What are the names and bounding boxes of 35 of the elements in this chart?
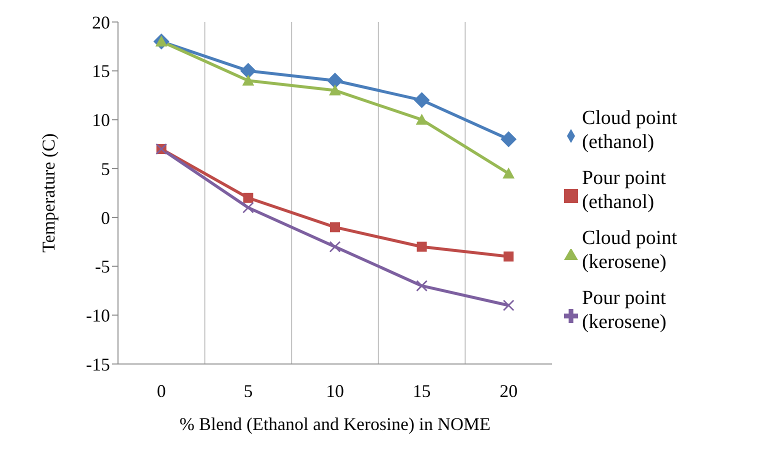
point bbox=[242, 202, 254, 214]
x-tick-label: 20 bbox=[500, 380, 518, 401]
y-tick-label: -10 bbox=[86, 306, 110, 326]
y-tick-label: -15 bbox=[86, 354, 110, 374]
legend-label: Cloud point (ethanol) bbox=[582, 106, 678, 154]
point bbox=[502, 300, 514, 312]
legend-label: Pour point (kerosene) bbox=[582, 286, 668, 334]
point bbox=[416, 242, 427, 252]
legend-label: Cloud point (kerosene) bbox=[582, 226, 678, 274]
legend-label: Pour point (ethanol) bbox=[582, 166, 667, 214]
y-tick-label: 0 bbox=[101, 208, 110, 228]
point bbox=[416, 114, 428, 125]
x-axis-title: % Blend (Ethanol and Kerosine) in NOME bbox=[180, 414, 490, 434]
point bbox=[329, 240, 341, 252]
x-tick-label: 15 bbox=[412, 380, 431, 401]
point bbox=[242, 74, 254, 86]
y-tick-label: 15 bbox=[92, 61, 110, 82]
x-tick-label: 0 bbox=[156, 380, 166, 401]
y-tick-label: 20 bbox=[92, 12, 110, 32]
point bbox=[502, 167, 515, 178]
point bbox=[329, 84, 341, 96]
x-tick-label: 10 bbox=[326, 380, 344, 401]
y-axis-title: Temperature (C) bbox=[38, 133, 58, 253]
point bbox=[240, 62, 256, 79]
y-tick-label: -5 bbox=[95, 256, 110, 277]
y-tick-label: 10 bbox=[92, 110, 110, 130]
x-tick-label: 5 bbox=[244, 380, 253, 401]
point bbox=[327, 72, 343, 89]
point bbox=[330, 222, 340, 232]
point bbox=[416, 280, 428, 292]
point bbox=[243, 192, 254, 203]
point bbox=[504, 252, 514, 262]
point bbox=[414, 92, 430, 108]
point bbox=[500, 131, 517, 148]
y-tick-label: 5 bbox=[101, 158, 110, 179]
